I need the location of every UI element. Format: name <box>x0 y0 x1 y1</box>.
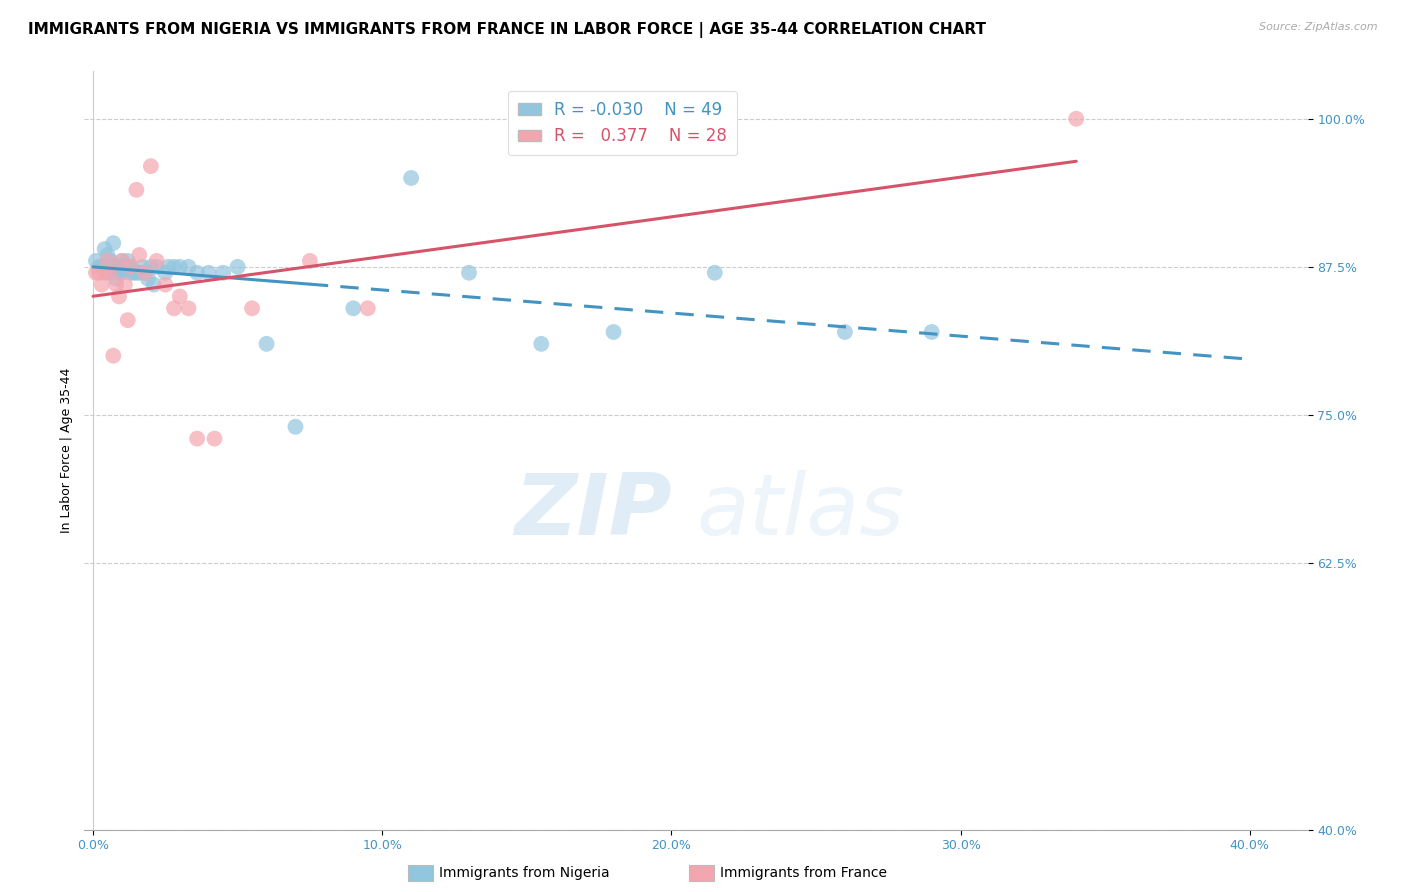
Point <box>298 253 321 268</box>
Point <box>240 301 263 316</box>
Point <box>103 260 125 274</box>
Point <box>128 248 150 262</box>
Point <box>530 336 553 351</box>
Point <box>103 349 125 363</box>
Point <box>93 242 115 256</box>
Point <box>163 260 186 274</box>
Point <box>204 432 226 446</box>
Point <box>357 301 380 316</box>
Point <box>212 266 235 280</box>
Point <box>169 260 191 274</box>
Text: ZIP: ZIP <box>513 469 672 553</box>
Point <box>157 260 180 274</box>
Point <box>256 336 278 351</box>
Point <box>177 260 200 274</box>
Point <box>108 266 131 280</box>
Point <box>177 301 200 316</box>
Point <box>155 266 177 280</box>
Point <box>125 183 148 197</box>
Point <box>226 260 249 274</box>
Point <box>90 277 112 292</box>
Point <box>111 253 134 268</box>
Point <box>128 266 150 280</box>
Text: Immigrants from Nigeria: Immigrants from Nigeria <box>439 866 609 880</box>
Point <box>136 271 159 285</box>
Point <box>145 253 167 268</box>
Point <box>117 253 139 268</box>
Text: Source: ZipAtlas.com: Source: ZipAtlas.com <box>1260 22 1378 32</box>
Point <box>96 253 118 268</box>
Point <box>155 277 177 292</box>
Point <box>142 277 165 292</box>
Point <box>114 260 136 274</box>
Point <box>163 301 186 316</box>
Point <box>399 171 422 186</box>
Point <box>111 253 134 268</box>
Point <box>186 432 208 446</box>
Point <box>145 260 167 274</box>
Point <box>103 236 125 251</box>
Point <box>197 266 219 280</box>
Point <box>458 266 481 280</box>
Y-axis label: In Labor Force | Age 35-44: In Labor Force | Age 35-44 <box>60 368 73 533</box>
Point <box>96 266 118 280</box>
Point <box>87 260 110 274</box>
Point <box>105 271 128 285</box>
Text: Immigrants from France: Immigrants from France <box>720 866 887 880</box>
Point <box>114 277 136 292</box>
Point <box>139 260 162 274</box>
Point <box>96 248 118 262</box>
Point <box>131 260 153 274</box>
Point <box>186 266 208 280</box>
Point <box>703 266 725 280</box>
Point <box>602 325 624 339</box>
Point <box>169 289 191 303</box>
Point <box>284 419 307 434</box>
Point <box>921 325 943 339</box>
Text: atlas: atlas <box>696 469 904 553</box>
Point <box>100 253 122 268</box>
Point <box>120 260 142 274</box>
Point <box>117 260 139 274</box>
Point <box>342 301 364 316</box>
Point <box>90 260 112 274</box>
Point <box>100 266 122 280</box>
Point <box>139 159 162 173</box>
Legend: R = -0.030    N = 49, R =   0.377    N = 28: R = -0.030 N = 49, R = 0.377 N = 28 <box>508 91 737 155</box>
Point <box>134 266 156 280</box>
Point <box>111 266 134 280</box>
Text: IMMIGRANTS FROM NIGERIA VS IMMIGRANTS FROM FRANCE IN LABOR FORCE | AGE 35-44 COR: IMMIGRANTS FROM NIGERIA VS IMMIGRANTS FR… <box>28 22 986 38</box>
Point <box>114 260 136 274</box>
Point <box>120 266 142 280</box>
Point <box>84 266 107 280</box>
Point <box>834 325 856 339</box>
Point <box>108 260 131 274</box>
Point <box>108 289 131 303</box>
Point <box>122 266 145 280</box>
Point <box>134 266 156 280</box>
Point <box>93 266 115 280</box>
Point <box>125 266 148 280</box>
Point <box>105 277 128 292</box>
Point <box>105 260 128 274</box>
Point <box>1064 112 1087 126</box>
Point <box>84 253 107 268</box>
Point <box>120 260 142 274</box>
Point <box>87 266 110 280</box>
Point <box>117 313 139 327</box>
